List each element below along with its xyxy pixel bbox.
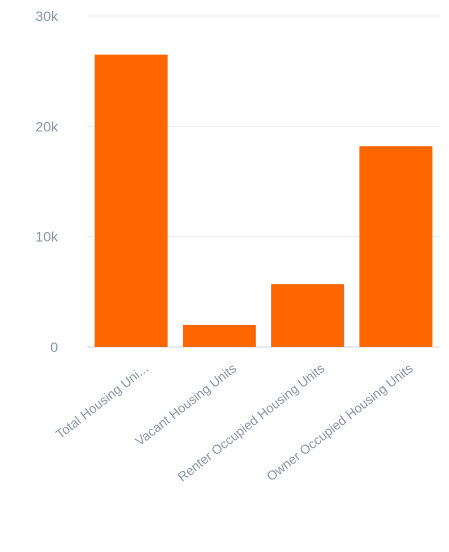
y-tick-label: 0 [50,339,58,355]
x-category-label: Renter Occupied Housing Units [175,360,328,484]
y-tick-label: 20k [35,118,59,134]
bar[interactable] [359,146,433,347]
bar[interactable] [94,54,168,347]
x-category-label: Total Housing Uni... [53,361,151,442]
x-category-label: Owner Occupied Housing Units [264,360,417,484]
bar[interactable] [271,284,345,347]
bars [94,54,433,347]
y-axis-ticks: 0 10k 20k 30k [35,8,59,355]
y-tick-label: 10k [35,229,59,245]
y-tick-label: 30k [35,8,59,24]
x-axis-labels: Total Housing Uni...Vacant Housing Units… [53,360,416,484]
bar[interactable] [182,324,256,347]
